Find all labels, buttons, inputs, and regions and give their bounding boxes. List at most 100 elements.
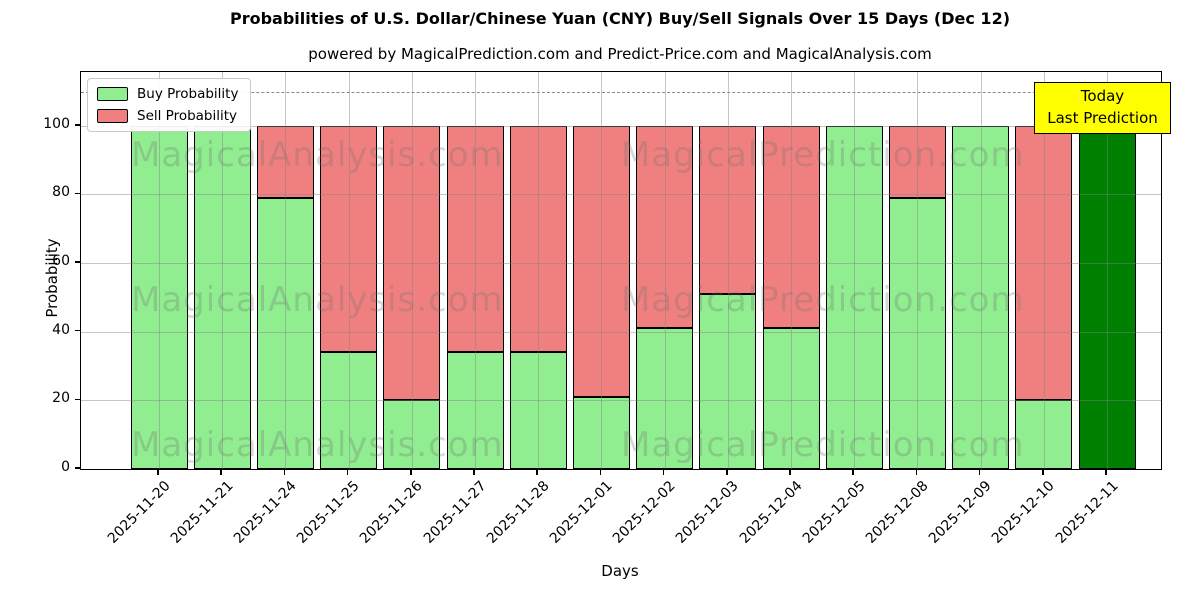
x-gridline-2025-11-21 — [222, 72, 224, 469]
bar-sell-2025-11-27 — [446, 125, 504, 353]
bar-sell-2025-11-28 — [509, 125, 567, 353]
x-tick-2025-12-04 — [789, 469, 791, 475]
bar-buy-2025-12-01 — [572, 396, 630, 469]
x-tick-label-2025-11-28: 2025-11-28 — [483, 478, 553, 547]
bar-buy-2025-12-08 — [888, 197, 946, 469]
bar-sell-2025-11-26 — [383, 125, 441, 401]
x-tick-label-2025-11-27: 2025-11-27 — [420, 478, 490, 547]
bar-buy-2025-11-27 — [446, 352, 504, 469]
x-tick-2025-12-08 — [915, 469, 918, 475]
x-tick-2025-11-26 — [410, 469, 412, 475]
x-tick-label-2025-12-09: 2025-12-09 — [926, 478, 995, 547]
legend-item-buy: Buy Probability — [97, 86, 238, 102]
today-annotation: Today Last Prediction — [1034, 82, 1171, 134]
chart-title: Probabilities of U.S. Dollar/Chinese Yua… — [229, 9, 1011, 28]
chart-subtitle: powered by MagicalPrediction.com and Pre… — [308, 45, 932, 63]
bar-sell-2025-12-03 — [699, 125, 757, 295]
y-tick-80 — [75, 192, 80, 195]
bar-buy-2025-12-04 — [762, 328, 820, 469]
legend-label-buy: Buy Probability — [137, 86, 239, 102]
sell-probability-swatch — [97, 109, 128, 123]
x-tick-label-2025-11-21: 2025-11-21 — [167, 478, 237, 547]
x-gridline-2025-11-26 — [411, 72, 413, 469]
bar-buy-2025-11-26 — [383, 400, 441, 469]
x-tick-label-2025-11-20: 2025-11-20 — [104, 478, 174, 547]
x-tick-2025-12-01 — [599, 469, 602, 475]
plot-area: Buy Probability Sell Probability Today L… — [80, 71, 1171, 470]
bar-today-2025-12-11 — [1078, 125, 1136, 469]
x-tick-2025-11-27 — [473, 469, 475, 475]
x-gridline-2025-12-10 — [1043, 72, 1045, 469]
x-tick-label-2025-12-01: 2025-12-01 — [546, 478, 616, 547]
x-tick-label-2025-11-24: 2025-11-24 — [230, 478, 300, 547]
x-tick-label-2025-12-05: 2025-12-05 — [799, 478, 869, 547]
x-gridline-2025-12-08 — [917, 72, 919, 469]
bar-buy-2025-11-21 — [193, 125, 251, 469]
x-axis-label: Days — [601, 562, 639, 580]
x-gridline-2025-12-11 — [1107, 72, 1108, 469]
y-tick-label-0: 0 — [61, 459, 70, 475]
y-gridline-80 — [81, 194, 1161, 196]
x-tick-2025-12-10 — [1042, 469, 1044, 475]
x-gridline-2025-12-02 — [664, 72, 666, 469]
y-gridline-100 — [81, 125, 1161, 127]
x-gridline-2025-12-05 — [854, 72, 856, 469]
x-tick-label-2025-12-11: 2025-12-11 — [1052, 478, 1122, 547]
x-gridline-2025-12-01 — [601, 72, 603, 469]
x-tick-label-2025-12-03: 2025-12-03 — [673, 478, 743, 547]
x-tick-2025-11-28 — [536, 469, 538, 475]
x-gridline-2025-12-09 — [980, 72, 982, 469]
x-tick-2025-12-02 — [662, 469, 665, 475]
today-annotation-line1: Today — [1080, 87, 1125, 105]
buy-probability-swatch — [97, 87, 128, 101]
x-tick-label-2025-12-04: 2025-12-04 — [736, 478, 806, 547]
bar-sell-2025-12-02 — [636, 125, 694, 329]
x-gridline-2025-11-27 — [475, 72, 476, 469]
y-tick-100 — [75, 124, 80, 126]
legend: Buy Probability Sell Probability — [87, 78, 252, 132]
bar-buy-2025-12-10 — [1015, 400, 1073, 469]
bar-buy-2025-12-03 — [699, 294, 757, 469]
y-tick-label-80: 80 — [52, 184, 70, 201]
y-tick-label-20: 20 — [52, 390, 70, 407]
bar-sell-2025-11-24 — [256, 125, 314, 198]
bar-sell-2025-12-08 — [888, 125, 946, 198]
legend-label-sell: Sell Probability — [137, 108, 238, 124]
x-tick-2025-11-21 — [220, 469, 222, 475]
bar-sell-2025-12-04 — [762, 125, 820, 329]
x-gridline-2025-12-04 — [791, 72, 792, 469]
y-gridline-20 — [81, 400, 1161, 402]
bar-buy-2025-11-28 — [509, 352, 567, 469]
bar-buy-2025-11-25 — [320, 352, 378, 469]
bar-sell-2025-12-10 — [1015, 125, 1073, 401]
y-tick-label-60: 60 — [52, 253, 70, 270]
x-tick-label-2025-12-10: 2025-12-10 — [989, 478, 1059, 547]
x-gridline-2025-12-03 — [727, 72, 729, 469]
y-tick-40 — [75, 329, 80, 332]
x-tick-2025-12-05 — [852, 469, 854, 475]
y-tick-0 — [75, 467, 80, 469]
bar-buy-2025-12-02 — [636, 328, 694, 469]
x-gridline-2025-11-28 — [538, 72, 540, 469]
bar-buy-2025-11-24 — [256, 197, 314, 469]
y-tick-label-100: 100 — [43, 115, 70, 132]
x-tick-2025-11-20 — [157, 469, 159, 475]
x-tick-label-2025-11-25: 2025-11-25 — [294, 478, 363, 547]
legend-item-sell: Sell Probability — [97, 108, 238, 124]
x-tick-2025-11-24 — [283, 469, 286, 475]
y-gridline-40 — [81, 331, 1161, 333]
x-tick-2025-12-09 — [978, 469, 981, 475]
bar-sell-2025-12-01 — [572, 125, 630, 397]
x-tick-label-2025-12-08: 2025-12-08 — [862, 478, 932, 547]
x-tick-2025-12-11 — [1105, 469, 1107, 475]
x-tick-label-2025-11-26: 2025-11-26 — [357, 478, 427, 547]
y-tick-20 — [75, 398, 80, 401]
x-gridline-2025-11-25 — [348, 72, 350, 469]
y-tick-label-40: 40 — [52, 321, 70, 338]
x-tick-2025-12-03 — [726, 469, 728, 475]
bar-buy-2025-12-09 — [952, 125, 1010, 469]
x-tick-2025-11-25 — [346, 469, 349, 475]
y-tick-60 — [75, 261, 80, 263]
bar-sell-2025-11-25 — [320, 125, 378, 353]
